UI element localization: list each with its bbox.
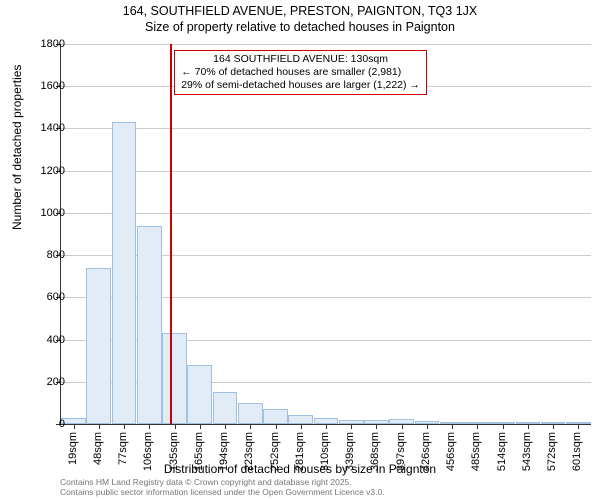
callout-line2: ← 70% of detached houses are smaller (2,… [181, 66, 420, 79]
x-tick-mark [503, 424, 504, 429]
x-tick-mark [250, 424, 251, 429]
title-subtitle: Size of property relative to detached ho… [0, 20, 600, 36]
y-tick-label: 0 [15, 418, 65, 430]
y-tick-label: 1600 [15, 80, 65, 92]
x-tick-label: 426sqm [420, 432, 432, 471]
title-block: 164, SOUTHFIELD AVENUE, PRESTON, PAIGNTO… [0, 0, 600, 35]
grid-line [61, 44, 591, 45]
x-tick-mark [74, 424, 75, 429]
x-tick-label: 601sqm [571, 432, 583, 471]
histogram-bar [112, 122, 137, 424]
x-tick-mark [149, 424, 150, 429]
callout-line3: 29% of semi-detached houses are larger (… [181, 79, 420, 92]
x-tick-label: 514sqm [496, 432, 508, 471]
x-tick-mark [452, 424, 453, 429]
x-tick-mark [276, 424, 277, 429]
attribution-line2: Contains public sector information licen… [60, 488, 385, 498]
x-tick-mark [553, 424, 554, 429]
y-tick-label: 800 [15, 249, 65, 261]
histogram-bar [213, 392, 238, 424]
x-tick-label: 397sqm [395, 432, 407, 471]
grid-line [61, 128, 591, 129]
x-tick-mark [175, 424, 176, 429]
x-tick-label: 194sqm [218, 432, 230, 471]
x-tick-mark [402, 424, 403, 429]
x-tick-mark [427, 424, 428, 429]
grid-line [61, 213, 591, 214]
x-tick-mark [326, 424, 327, 429]
callout-line1: 164 SOUTHFIELD AVENUE: 130sqm [181, 53, 420, 66]
x-tick-label: 339sqm [344, 432, 356, 471]
x-tick-label: 106sqm [142, 432, 154, 471]
histogram-bar [137, 226, 162, 424]
histogram-bar [238, 403, 263, 424]
chart-container: 164, SOUTHFIELD AVENUE, PRESTON, PAIGNTO… [0, 0, 600, 500]
histogram-bar [288, 415, 313, 425]
x-tick-label: 456sqm [445, 432, 457, 471]
plot-area: 164 SOUTHFIELD AVENUE: 130sqm ← 70% of d… [60, 44, 591, 425]
x-tick-label: 252sqm [269, 432, 281, 471]
x-tick-mark [477, 424, 478, 429]
x-tick-label: 485sqm [470, 432, 482, 471]
y-tick-label: 400 [15, 334, 65, 346]
x-tick-label: 281sqm [294, 432, 306, 471]
marker-line [170, 44, 172, 424]
x-tick-label: 165sqm [193, 432, 205, 471]
x-tick-label: 135sqm [168, 432, 180, 471]
y-tick-label: 1800 [15, 38, 65, 50]
x-tick-mark [351, 424, 352, 429]
histogram-bar [86, 268, 111, 424]
x-tick-mark [528, 424, 529, 429]
x-tick-label: 223sqm [243, 432, 255, 471]
x-tick-label: 19sqm [67, 432, 79, 465]
y-tick-label: 600 [15, 291, 65, 303]
histogram-bar [263, 409, 288, 424]
x-tick-mark [225, 424, 226, 429]
x-tick-mark [124, 424, 125, 429]
histogram-bar [187, 365, 212, 424]
y-tick-label: 200 [15, 376, 65, 388]
y-tick-label: 1000 [15, 207, 65, 219]
y-tick-label: 1400 [15, 122, 65, 134]
x-tick-label: 77sqm [117, 432, 129, 465]
x-tick-label: 48sqm [92, 432, 104, 465]
x-tick-label: 368sqm [369, 432, 381, 471]
title-address: 164, SOUTHFIELD AVENUE, PRESTON, PAIGNTO… [0, 4, 600, 20]
grid-line [61, 171, 591, 172]
x-tick-mark [99, 424, 100, 429]
x-tick-label: 310sqm [319, 432, 331, 471]
x-tick-mark [578, 424, 579, 429]
x-tick-mark [200, 424, 201, 429]
marker-callout: 164 SOUTHFIELD AVENUE: 130sqm ← 70% of d… [174, 50, 427, 95]
attribution: Contains HM Land Registry data © Crown c… [60, 478, 385, 498]
y-tick-label: 1200 [15, 165, 65, 177]
histogram-bar [162, 333, 187, 424]
x-tick-label: 543sqm [521, 432, 533, 471]
x-tick-label: 572sqm [546, 432, 558, 471]
x-tick-mark [301, 424, 302, 429]
x-tick-mark [376, 424, 377, 429]
